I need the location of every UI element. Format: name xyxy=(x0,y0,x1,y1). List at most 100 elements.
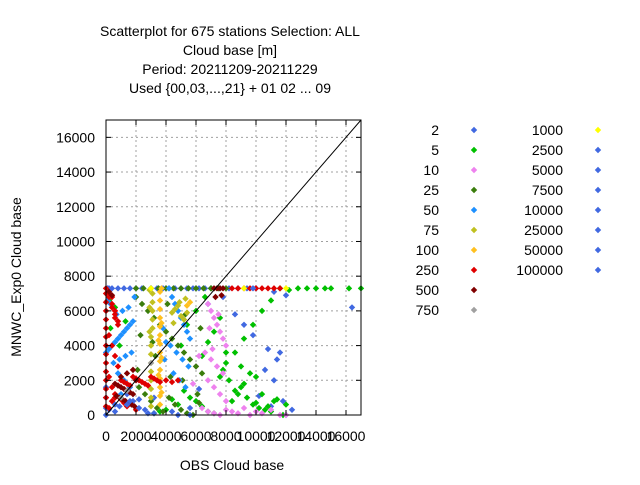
data-point xyxy=(312,285,320,292)
data-point xyxy=(129,366,137,374)
data-point xyxy=(114,335,122,342)
data-point xyxy=(116,356,123,363)
data-point xyxy=(183,309,191,316)
data-point xyxy=(198,404,206,412)
data-point xyxy=(137,331,144,339)
data-point xyxy=(170,285,177,292)
data-point xyxy=(264,285,272,292)
data-point xyxy=(158,319,165,327)
legend-label: 2 xyxy=(431,122,439,138)
data-point xyxy=(174,302,182,309)
data-point xyxy=(345,285,353,292)
data-point xyxy=(168,293,176,301)
data-point xyxy=(155,337,162,344)
data-point xyxy=(183,328,191,335)
data-point xyxy=(177,406,185,413)
data-point xyxy=(114,321,122,328)
legend-marker xyxy=(594,146,602,154)
data-point xyxy=(168,396,176,403)
data-point xyxy=(234,390,242,398)
legend-item: 7500 xyxy=(532,182,602,198)
data-point xyxy=(116,342,123,349)
data-point xyxy=(219,366,227,374)
data-point xyxy=(168,408,176,415)
data-point xyxy=(147,285,155,292)
data-point xyxy=(135,384,143,391)
data-point xyxy=(243,394,251,401)
data-point xyxy=(215,311,222,318)
legend-item: 250 xyxy=(416,262,478,278)
data-point xyxy=(252,373,260,381)
data-point xyxy=(156,297,164,304)
data-point xyxy=(237,384,245,391)
x-tick-label: 14000 xyxy=(297,428,336,444)
data-point xyxy=(209,345,216,353)
y-axis-label: MNWC_Exp0 Cloud base xyxy=(8,197,24,357)
data-point xyxy=(186,356,194,363)
data-point xyxy=(135,396,143,403)
legend-label: 750 xyxy=(416,302,440,318)
data-point xyxy=(111,314,119,322)
data-point xyxy=(134,366,141,374)
data-point xyxy=(270,285,278,292)
legend-item: 2500 xyxy=(532,142,602,158)
x-tick-label: 12000 xyxy=(267,428,306,444)
x-tick-label: 10000 xyxy=(237,428,276,444)
x-axis-label: OBS Cloud base xyxy=(180,457,284,473)
data-point xyxy=(276,285,284,292)
data-point xyxy=(177,285,185,292)
legend-label: 10 xyxy=(423,162,439,178)
data-point xyxy=(129,318,137,325)
data-point xyxy=(152,352,159,360)
data-point xyxy=(204,338,212,346)
data-point xyxy=(108,304,116,311)
data-point xyxy=(132,285,140,292)
legend-marker xyxy=(470,226,478,234)
data-point xyxy=(210,328,218,335)
data-point xyxy=(219,335,227,342)
data-point xyxy=(119,307,126,315)
data-point xyxy=(138,378,146,386)
data-point xyxy=(123,401,131,408)
data-point xyxy=(222,359,230,367)
data-point xyxy=(114,370,122,377)
data-point xyxy=(222,342,230,349)
chart-title: Scatterplot for 675 stations Selection: … xyxy=(100,23,360,96)
data-point xyxy=(210,410,218,417)
data-point xyxy=(234,285,242,292)
data-point xyxy=(114,285,122,292)
data-point xyxy=(249,331,257,339)
data-point xyxy=(195,352,203,360)
data-point xyxy=(197,325,204,332)
data-point xyxy=(180,316,188,323)
data-point xyxy=(107,325,114,332)
data-point xyxy=(147,397,155,405)
data-point xyxy=(125,304,132,311)
legend-label: 50 xyxy=(423,202,439,218)
data-point xyxy=(174,307,182,315)
data-point xyxy=(131,403,138,410)
data-point xyxy=(153,404,161,412)
data-point xyxy=(258,390,266,398)
data-point xyxy=(194,390,201,398)
data-point xyxy=(147,342,155,349)
data-point xyxy=(105,288,113,295)
data-point xyxy=(240,285,248,292)
legend-marker xyxy=(470,246,478,254)
data-point xyxy=(126,285,134,292)
data-point xyxy=(146,304,153,311)
data-point xyxy=(303,285,311,292)
data-point xyxy=(282,285,290,292)
data-point xyxy=(321,285,329,292)
legend-item: 1000 xyxy=(532,122,602,138)
data-point xyxy=(156,378,164,386)
data-point xyxy=(348,304,356,311)
data-point xyxy=(213,321,221,328)
data-point xyxy=(171,305,179,313)
data-points xyxy=(102,285,365,419)
data-point xyxy=(195,399,203,407)
data-point xyxy=(270,397,278,405)
data-point xyxy=(179,356,186,363)
data-point xyxy=(261,366,269,374)
data-point xyxy=(158,285,165,292)
